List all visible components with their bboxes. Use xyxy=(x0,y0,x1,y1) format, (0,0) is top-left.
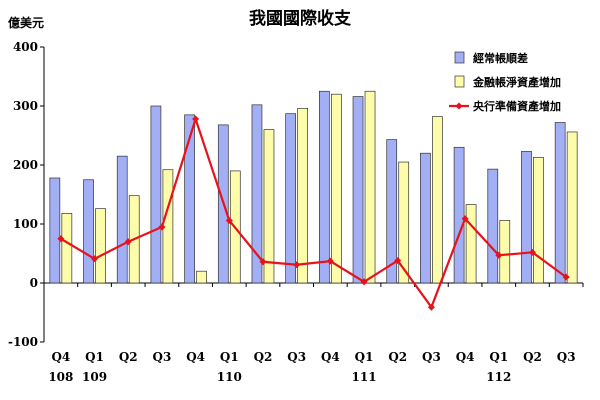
x-tick-label-quarter: Q2 xyxy=(119,350,138,364)
x-tick-label-quarter: Q1 xyxy=(85,350,104,364)
x-tick-label-quarter: Q4 xyxy=(186,350,205,364)
current-account-bar xyxy=(184,114,195,284)
current-account-bar xyxy=(386,139,398,284)
legend-label: 金融帳淨資產增加 xyxy=(472,75,561,89)
x-tick-label-quarter: Q4 xyxy=(321,350,340,364)
y-tick-label: 300 xyxy=(13,99,38,113)
x-tick-label-quarter: Q1 xyxy=(220,350,239,364)
y-tick-label: 100 xyxy=(13,217,38,231)
financial-account-bar xyxy=(432,116,443,284)
current-account-bar xyxy=(49,177,61,284)
reserve-point xyxy=(360,278,368,286)
x-tick-label-quarter: Q3 xyxy=(557,350,576,364)
x-tick-label-quarter: Q4 xyxy=(51,350,70,364)
financial-account-bar xyxy=(499,220,511,284)
y-tick-label: 200 xyxy=(13,158,38,172)
x-tick-label-year: 108 xyxy=(48,370,73,384)
bars xyxy=(49,90,578,284)
legend-swatch xyxy=(454,51,465,64)
reserve-point xyxy=(461,215,469,223)
x-tick-label-quarter: Q1 xyxy=(355,350,374,364)
x-tick-label-quarter: Q3 xyxy=(287,350,306,364)
x-tick-label-year: 111 xyxy=(352,370,377,384)
reserve-point xyxy=(495,251,503,259)
reserve-point xyxy=(259,258,267,266)
current-account-bar xyxy=(116,155,128,284)
y-axis-unit-label: 億美元 xyxy=(8,15,44,30)
current-account-bar xyxy=(420,152,431,284)
x-tick-label-quarter: Q1 xyxy=(489,350,508,364)
x-tick-label-quarter: Q3 xyxy=(153,350,172,364)
current-account-bar xyxy=(251,104,263,284)
financial-account-bar xyxy=(61,213,73,284)
current-account-bar xyxy=(83,179,94,284)
y-tick-label: -100 xyxy=(8,335,38,349)
current-account-bar xyxy=(521,151,532,284)
legend-label: 經常帳順差 xyxy=(473,51,528,65)
legend-swatch xyxy=(454,75,465,88)
reserve-point xyxy=(124,238,132,246)
current-account-bar xyxy=(285,113,297,284)
financial-account-bar xyxy=(364,90,376,284)
reserve-point xyxy=(57,235,65,243)
financial-account-bar xyxy=(95,208,106,284)
financial-account-bar xyxy=(398,161,410,284)
x-tick-label-year: 109 xyxy=(82,370,107,384)
reserve-point xyxy=(225,216,233,224)
x-tick-label-quarter: Q2 xyxy=(388,350,407,364)
financial-account-bar xyxy=(330,93,342,284)
reserve-point xyxy=(562,273,570,281)
x-tick-label-year: 110 xyxy=(217,370,242,384)
current-account-bar xyxy=(554,122,566,284)
y-tick-label: 400 xyxy=(13,40,38,54)
financial-account-bar xyxy=(566,131,578,284)
financial-account-bar xyxy=(297,108,309,284)
x-tick-label-quarter: Q4 xyxy=(456,350,475,364)
reserve-point xyxy=(293,261,301,269)
current-account-bar xyxy=(150,105,162,284)
x-tick-label-quarter: Q2 xyxy=(254,350,273,364)
reserve-line-path xyxy=(60,115,567,310)
financial-account-bar xyxy=(533,156,544,284)
current-account-bar xyxy=(318,90,330,284)
reserve-point xyxy=(192,115,200,123)
y-tick-label: 0 xyxy=(30,276,38,290)
current-account-bar xyxy=(487,168,499,284)
x-tick-label-quarter: Q2 xyxy=(523,350,542,364)
chart-title: 我國國際收支 xyxy=(249,8,352,29)
financial-account-bar xyxy=(196,270,207,284)
x-axis-labels: Q4 108 Q1 109 Q2 Q3 Q4 Q1 110 Q2 Q3 Q4 Q1 111 Q2 Q3 Q4 Q1… xyxy=(48,350,575,384)
reserve-point xyxy=(394,257,402,265)
current-account-bar xyxy=(352,96,364,284)
reserve-point xyxy=(91,255,99,263)
reserve-point xyxy=(427,303,435,311)
legend-label: 央行準備資產增加 xyxy=(473,99,561,113)
current-account-bar xyxy=(453,146,465,284)
x-tick-label-quarter: Q3 xyxy=(422,350,441,364)
x-tick-label-year: 112 xyxy=(486,370,511,384)
financial-account-bar xyxy=(263,129,275,284)
reserve-point xyxy=(158,223,166,231)
reserve-point xyxy=(326,257,334,265)
reserve-line xyxy=(57,115,570,311)
financial-account-bar xyxy=(465,204,477,284)
legend-marker xyxy=(455,102,463,110)
reserve-point xyxy=(528,248,536,256)
